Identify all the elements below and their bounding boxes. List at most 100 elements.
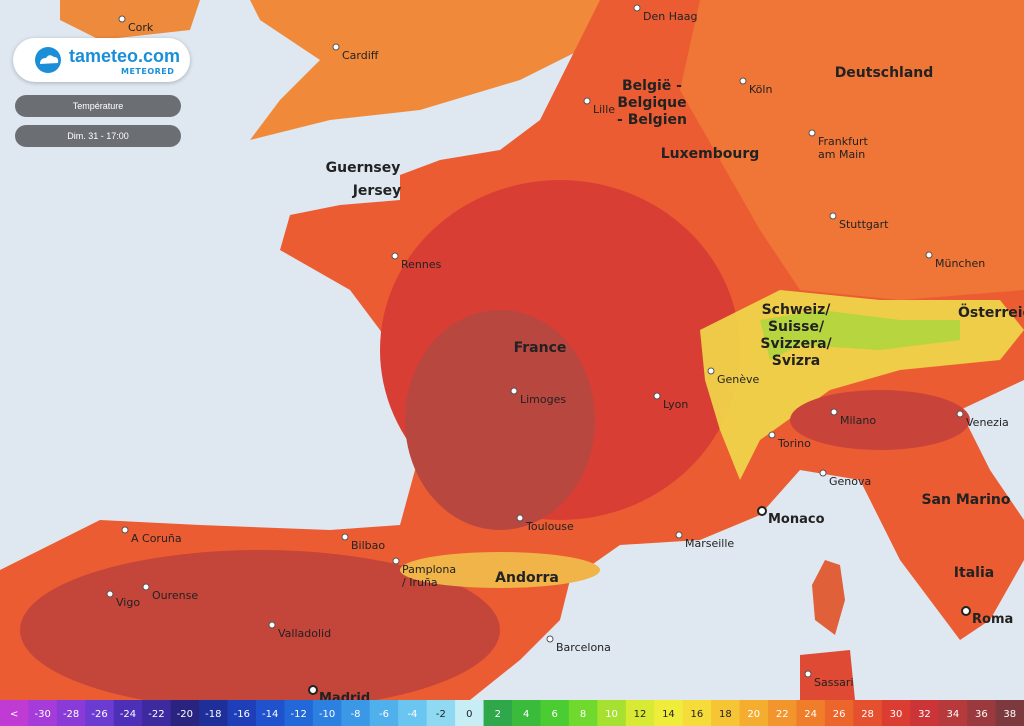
city-dot [739,77,747,85]
legend-swatch [113,700,143,726]
legend-swatch [540,700,570,726]
legend-swatch [768,700,797,726]
legend-swatch [597,700,627,726]
legend-label: 24 [804,709,817,720]
region-label: San Marino [921,492,1010,508]
region-label: België - [622,78,682,94]
legend-swatch [512,700,541,726]
legend-swatch [284,700,314,726]
city-dot [707,367,715,375]
legend-swatch [796,700,826,726]
legend-swatch [853,700,883,726]
legend-swatch [654,700,684,726]
region-label: Guernsey [326,160,401,176]
city-label: Barcelona [556,641,611,654]
legend-swatch [312,700,342,726]
city-label: Cork [128,21,154,34]
adriatic [960,380,1024,520]
legend-label: 8 [580,709,586,720]
logo-brand: METEORED [121,67,175,76]
city-label: Den Haag [643,10,697,23]
city-label: Lyon [663,398,688,411]
legend-swatch [0,700,29,726]
legend-swatch [682,700,712,726]
legend-swatch [199,700,229,726]
city-dot [510,387,518,395]
britain [250,0,620,140]
city-dot [341,533,349,541]
region-label: Svizzera/ [760,336,832,352]
city-dot [308,685,318,695]
legend-swatch [341,700,371,726]
legend-label: 6 [551,709,557,720]
legend-label: 36 [975,709,988,720]
logo-name: tameteo.com [69,46,181,66]
ireland [60,0,200,40]
region-label: Svizra [772,353,821,369]
legend-label: 28 [861,709,874,720]
legend-label: 20 [747,709,760,720]
city-label: / Iruña [402,576,438,589]
legend-swatch [568,700,598,726]
city-label: Milano [840,414,876,427]
pyrenees [400,552,600,588]
po-valley [790,390,970,450]
region-label: - Belgien [617,112,687,128]
city-label: Vigo [116,596,140,609]
city-dot [268,621,276,629]
region-label: Belgique [617,95,686,111]
region-label: Schweiz/ [762,302,832,318]
city-label: Frankfurt [818,135,868,148]
city-dot [819,469,827,477]
region-label: Suisse/ [768,319,825,335]
city-dot [118,15,126,23]
logo[interactable]: tameteo.com METEORED [13,38,190,82]
legend-label: 0 [466,709,472,720]
legend-swatch [625,700,655,726]
city-label: Genova [829,475,871,488]
legend-label: 16 [691,709,704,720]
city-label: Monaco [768,512,825,527]
legend-label: 12 [634,709,647,720]
legend-label: -6 [379,709,389,720]
region-label: Österreich [958,303,1024,321]
legend-label: 30 [890,709,903,720]
legend-swatch [142,700,172,726]
sardinia [800,650,855,700]
city-label: Sassari [814,676,854,689]
logo-icon [35,47,61,73]
spain-heat [20,550,500,710]
city-dot [830,408,838,416]
legend-label: -8 [351,709,361,720]
city-label: Limoges [520,393,566,406]
city-dot [106,590,114,598]
legend-label: 34 [947,709,960,720]
city-label: Bilbao [351,539,385,552]
city-dot [391,252,399,260]
legend-label: -16 [234,709,250,720]
legend-label: -20 [177,709,193,720]
germany-heat [680,0,1024,300]
legend-swatch [369,700,399,726]
legend-label: 14 [662,709,675,720]
layer-button[interactable]: Température [15,95,181,117]
legend-label: 26 [833,709,846,720]
legend-label: 32 [918,709,931,720]
city-dot [142,583,150,591]
legend-label: 38 [1003,709,1016,720]
legend-label: 10 [605,709,618,720]
city-label: Marseille [685,537,734,550]
region-label: Italia [954,565,994,581]
legend-label: -30 [34,709,50,720]
city-label: Genève [717,373,760,386]
city-dot [829,212,837,220]
region-label: Andorra [495,570,559,586]
corsica [812,560,845,635]
alps-high [760,310,960,360]
city-label: Ourense [152,589,198,602]
region-label: France [514,340,567,356]
city-label: Stuttgart [839,218,889,231]
legend-swatch [28,700,58,726]
time-button[interactable]: Dim. 31 - 17:00 [15,125,181,147]
legend-swatch [227,700,257,726]
